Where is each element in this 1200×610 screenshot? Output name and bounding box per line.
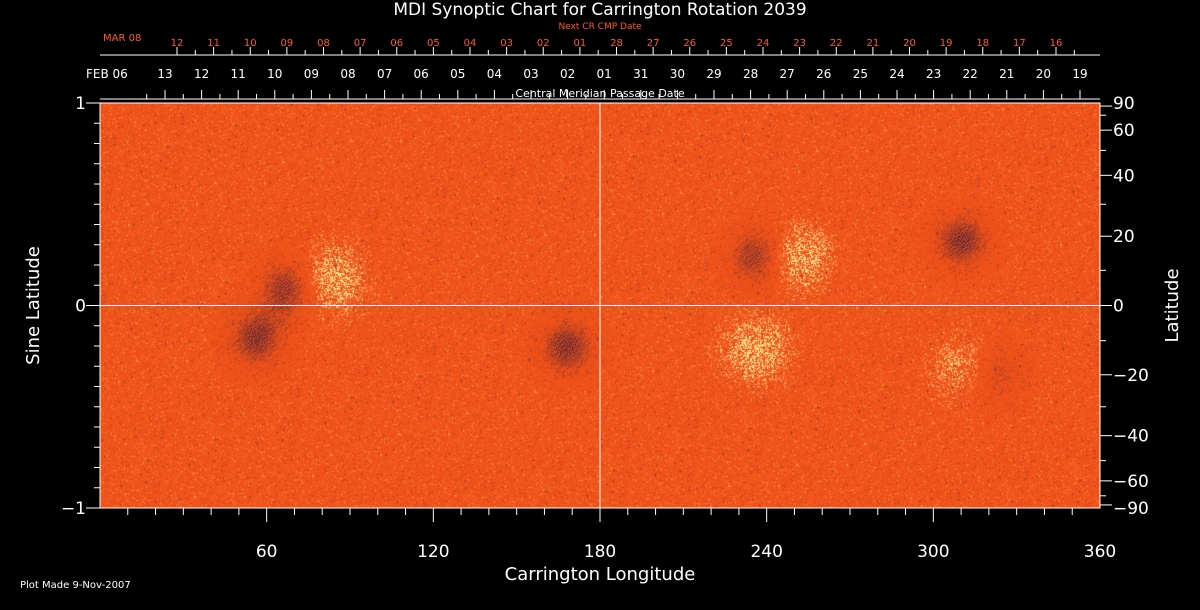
next-cr-date-label: 18 xyxy=(976,38,989,49)
x-tick-label: 300 xyxy=(917,542,949,562)
x-tick-label: 180 xyxy=(584,542,616,562)
cmp-date-label: 09 xyxy=(304,67,319,81)
next-cr-date-label: 27 xyxy=(647,38,660,49)
y-sine-tick-label: 1 xyxy=(75,94,86,114)
chart-title: MDI Synoptic Chart for Carrington Rotati… xyxy=(393,0,807,20)
next-cr-date-label: 22 xyxy=(830,38,843,49)
cmp-date-label: 28 xyxy=(743,67,758,81)
next-cr-date-label: 12 xyxy=(171,38,184,49)
cmp-date-label: 29 xyxy=(706,67,721,81)
cmp-date-label: 24 xyxy=(889,67,904,81)
y-deg-tick-label: −40 xyxy=(1113,427,1149,447)
y-axis-label-right: Latitude xyxy=(1162,268,1183,342)
cmp-date-label: 30 xyxy=(670,67,685,81)
cmp-date-label: 07 xyxy=(377,67,392,81)
next-cr-date-label: 19 xyxy=(940,38,953,49)
cmp-date-label: 20 xyxy=(1036,67,1051,81)
y-deg-tick-label: 60 xyxy=(1113,121,1135,141)
y-sine-tick-label: −1 xyxy=(61,499,86,519)
cmp-date-label: 03 xyxy=(523,67,538,81)
cmp-date-label: 05 xyxy=(450,67,465,81)
next-cr-date-label: 26 xyxy=(683,38,696,49)
cmp-date-label: 26 xyxy=(816,67,831,81)
y-sine-tick-label: 0 xyxy=(75,297,86,317)
cmp-date-label: 21 xyxy=(999,67,1014,81)
next-cr-date-label: 02 xyxy=(537,38,550,49)
next-cr-date-label: 04 xyxy=(464,38,477,49)
next-cr-date-label: 21 xyxy=(867,38,880,49)
next-cr-date-label: 17 xyxy=(1013,38,1026,49)
cmp-date-label: 22 xyxy=(963,67,978,81)
cmp-date-label: 19 xyxy=(1072,67,1087,81)
cmp-date-label: 11 xyxy=(231,67,246,81)
next-cr-month-label: MAR 08 xyxy=(103,33,141,44)
next-cr-date-label: 28 xyxy=(610,38,623,49)
next-cr-date-label: 23 xyxy=(793,38,806,49)
next-cr-date-label: 07 xyxy=(354,38,367,49)
next-cr-date-label: 05 xyxy=(427,38,440,49)
cmp-date-label: 23 xyxy=(926,67,941,81)
cmp-date-label: 04 xyxy=(487,67,502,81)
y-deg-tick-label: 0 xyxy=(1113,297,1124,317)
next-cr-date-label: 01 xyxy=(574,38,587,49)
next-cr-date-label: 08 xyxy=(317,38,330,49)
cmp-date-label: 12 xyxy=(194,67,209,81)
next-cr-date-label: 11 xyxy=(207,38,220,49)
cmp-date-label: 10 xyxy=(267,67,282,81)
x-tick-label: 120 xyxy=(417,542,449,562)
x-tick-label: 360 xyxy=(1084,542,1116,562)
x-axis-label: Carrington Longitude xyxy=(504,564,696,585)
y-deg-tick-label: −60 xyxy=(1113,472,1149,492)
cmp-date-label: 06 xyxy=(414,67,429,81)
footer-plot-made: Plot Made 9-Nov-2007 xyxy=(20,580,131,591)
next-cr-date-label: 06 xyxy=(390,38,403,49)
next-cr-date-label: 03 xyxy=(500,38,513,49)
next-cr-date-label: 09 xyxy=(281,38,294,49)
cmp-date-label: 01 xyxy=(597,67,612,81)
y-deg-tick-label: −20 xyxy=(1113,366,1149,386)
y-deg-tick-label: 40 xyxy=(1113,166,1135,186)
next-cr-axis-label: Next CR CMP Date xyxy=(558,22,642,32)
x-tick-label: 240 xyxy=(750,542,782,562)
y-deg-tick-label: −90 xyxy=(1113,499,1149,519)
x-tick-label: 60 xyxy=(256,542,278,562)
y-deg-tick-label: 90 xyxy=(1113,94,1135,114)
cmp-date-label: 13 xyxy=(157,67,172,81)
cmp-date-label: 31 xyxy=(633,67,648,81)
y-deg-tick-label: 20 xyxy=(1113,227,1135,247)
next-cr-date-label: 24 xyxy=(757,38,770,49)
next-cr-date-label: 25 xyxy=(720,38,733,49)
cmp-date-month-label: FEB 06 xyxy=(86,67,128,81)
cmp-date-label: 08 xyxy=(340,67,355,81)
cmp-axis-label: Central Meridian Passage Date xyxy=(515,87,685,100)
cmp-date-label: 02 xyxy=(560,67,575,81)
cmp-date-label: 25 xyxy=(853,67,868,81)
cmp-date-label: 27 xyxy=(780,67,795,81)
next-cr-date-label: 16 xyxy=(1050,38,1063,49)
next-cr-date-label: 10 xyxy=(244,38,257,49)
y-axis-label-left: Sine Latitude xyxy=(23,246,44,365)
next-cr-date-label: 20 xyxy=(903,38,916,49)
